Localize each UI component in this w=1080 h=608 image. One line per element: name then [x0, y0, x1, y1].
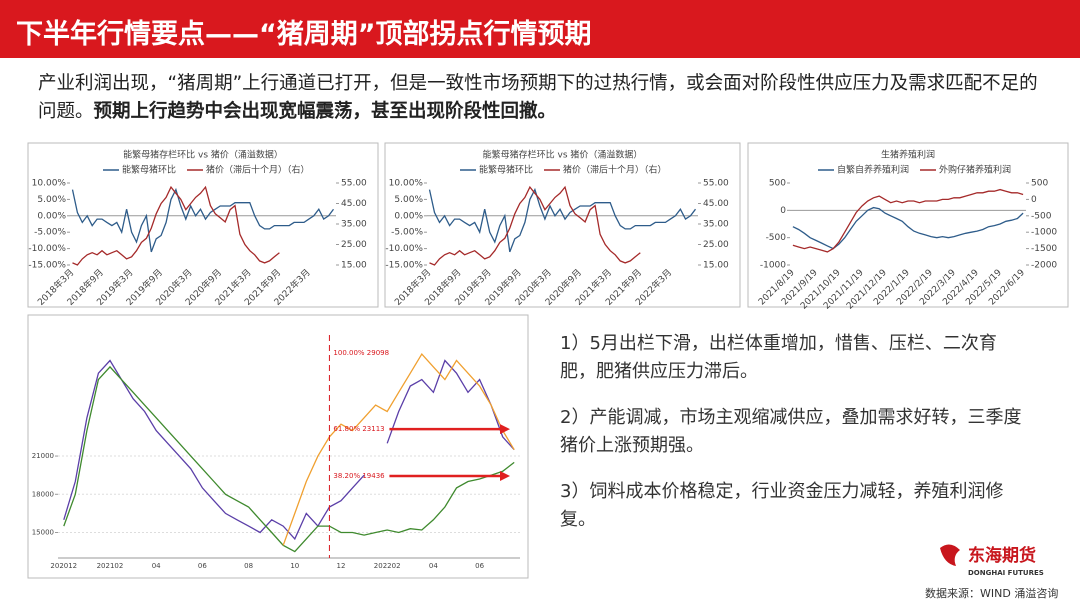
logo-name: 东海期货 [968, 545, 1036, 566]
chart: 15000 18000 21000 202012 202102 04 06 08 10 12 202… [27, 314, 529, 579]
y2-tick-label: -2000 [1031, 261, 1057, 271]
y2-tick-label: 0 [1031, 195, 1037, 205]
series-line [792, 188, 1024, 253]
y-tick-label: 18000 [32, 490, 54, 498]
y2-tick-label: 55.00 [341, 179, 367, 189]
arrow-head [500, 424, 510, 435]
y-tick-label: 5.00% [37, 195, 66, 205]
chart: 生猪养殖利润 -1000 -500 0 500 -2000 -1500 -1000 -500 0 5… [747, 142, 1069, 312]
annotation-label: 38.20% 19436 [333, 472, 385, 480]
series-line [71, 187, 335, 253]
y-tick-label: -10.00% [28, 244, 66, 254]
y2-tick-label: 35.00 [703, 220, 729, 230]
y-tick-label: 15000 [32, 529, 54, 537]
y-tick-label: 21000 [32, 452, 54, 460]
y-tick-label: -10.00% [385, 244, 423, 254]
arrow-head [500, 470, 510, 481]
y-tick-label: -15.00% [28, 261, 66, 271]
x-tick-label: 202102 [97, 562, 124, 570]
y-tick-label: 500 [769, 179, 786, 189]
y2-tick-label: -500 [1031, 211, 1052, 221]
y-tick-label: 0 [780, 206, 786, 216]
y-tick-label: -5.00% [34, 228, 66, 238]
point: 2）产能调减，市场主观缩减供应，叠加需求好转，三季度猪价上涨预期强。 [560, 407, 1022, 456]
header-bar: 下半年行情要点——“猪周期”顶部拐点行情预期 [0, 0, 1080, 58]
y2-tick-label: -1500 [1031, 244, 1057, 254]
y-tick-label: 5.00% [394, 195, 423, 205]
y-tick-label: -5.00% [391, 228, 423, 238]
chart-title: 能繁母猪存栏环比 vs 猪价（涌溢数据） [123, 149, 283, 161]
legend-label: 能繁母猪环比 [122, 164, 176, 176]
logo-sub: DONGHAI FUTURES [968, 569, 1044, 577]
logo: 东海期货 DONGHAI FUTURES [940, 544, 1044, 577]
chart: 能繁母猪存栏环比 vs 猪价（涌溢数据） -15.00% -10.00% -5.00%… [27, 142, 379, 308]
x-tick-label: 12 [337, 562, 346, 570]
y-tick-label: -15.00% [385, 261, 423, 271]
x-tick-label: 202202 [374, 562, 401, 570]
chart-title: 能繁母猪存栏环比 vs 猪价（涌溢数据） [483, 149, 643, 161]
y2-tick-label: 55.00 [703, 179, 729, 189]
y-tick-label: -500 [766, 233, 787, 243]
y2-tick-label: 25.00 [341, 240, 367, 250]
x-tick-label: 202012 [50, 562, 77, 570]
legend-label: 猪价（滞后十个月）（右） [206, 164, 310, 176]
intro-bold: 预期上行趋势中会出现宽幅震荡，甚至出现阶段性回撤。 [93, 101, 557, 122]
annotation-label: 61.80% 23113 [333, 425, 384, 433]
series-line [429, 185, 641, 266]
series-line [282, 353, 515, 546]
points: 1）5月出栏下滑，出栏体重增加，惜售、压栏、二次育肥，肥猪供应压力滞后。 2）产… [560, 330, 1030, 552]
x-tick-label: 06 [475, 562, 484, 570]
legend-label: 能繁母猪环比 [479, 164, 533, 176]
chart-frame [27, 314, 529, 579]
y2-tick-label: 25.00 [703, 240, 729, 250]
chart-frame [384, 142, 741, 308]
y-tick-label: 10.00% [32, 179, 67, 189]
chart-title: 生猪养殖利润 [881, 149, 935, 161]
x-tick-label: 08 [244, 562, 253, 570]
intro: 产业利润出现，“猪周期”上行通道已打开，但是一致性市场预期下的过热行情，或会面对… [38, 70, 1048, 126]
y2-tick-label: -1000 [1031, 228, 1057, 238]
x-tick-label: 04 [429, 562, 438, 570]
y-tick-label: 0.00% [394, 211, 423, 221]
legend-label: 猪价（滞后十个月）（右） [563, 164, 667, 176]
legend-label: 外购仔猪养殖利润 [939, 164, 1011, 176]
chart-frame [747, 142, 1069, 308]
series-line [428, 187, 697, 253]
point: 3）饲料成本价格稳定，行业资金压力减轻，养殖利润修复。 [560, 481, 1004, 530]
y-tick-label: 0.00% [37, 211, 66, 221]
series-line [63, 365, 515, 553]
x-tick-label: 04 [152, 562, 161, 570]
y2-tick-label: 45.00 [703, 199, 729, 209]
y2-tick-label: 15.00 [341, 261, 367, 271]
legend-label: 自繁自养养殖利润 [837, 164, 909, 176]
series-line [792, 206, 1024, 250]
y2-tick-label: 15.00 [703, 261, 729, 271]
logo-icon [940, 544, 960, 566]
point: 1）5月出栏下滑，出栏体重增加，惜售、压栏、二次育肥，肥猪供应压力滞后。 [560, 333, 997, 382]
y2-tick-label: 500 [1031, 179, 1048, 189]
y2-tick-label: 45.00 [341, 199, 367, 209]
y-tick-label: -1000 [760, 261, 786, 271]
y2-tick-label: 35.00 [341, 220, 367, 230]
y-tick-label: 10.00% [389, 179, 424, 189]
intro-text: 产业利润出现，“猪周期”上行通道已打开，但是一致性市场预期下的过热行情，或会面对… [38, 73, 1038, 122]
x-tick-label: 10 [290, 562, 299, 570]
slide-title: 下半年行情要点——“猪周期”顶部拐点行情预期 [16, 19, 592, 50]
annotation-label: 100.00% 29098 [333, 349, 389, 357]
x-tick-label: 06 [198, 562, 207, 570]
series-line [72, 185, 280, 266]
chart: 能繁母猪存栏环比 vs 猪价（涌溢数据） -15.00% -10.00% -5.00%… [384, 142, 741, 308]
source: 数据来源：WIND 涌溢咨询 [925, 587, 1059, 600]
